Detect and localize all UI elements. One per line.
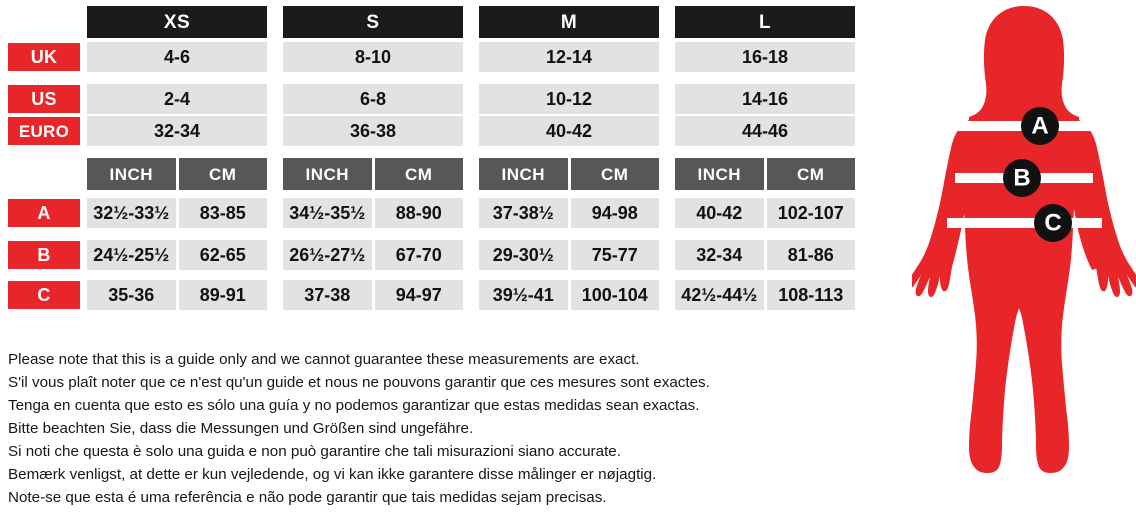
unit-header-xs-inch: INCH <box>87 158 176 190</box>
cell-b-xs-inch: 24½-25½ <box>87 240 176 270</box>
disclaimer-block: Please note that this is a guide only an… <box>8 348 888 509</box>
cell-b-m-cm: 75-77 <box>570 240 659 270</box>
cell-b-s-inch: 26½-27½ <box>283 240 372 270</box>
unit-header-s-inch: INCH <box>283 158 372 190</box>
unit-header-row: INCH CM INCH CM INCH CM INCH CM <box>0 158 880 190</box>
cell-a-s-inch: 34½-35½ <box>283 198 372 228</box>
svg-text:A: A <box>1031 113 1048 140</box>
cell-b-s-cm: 67-70 <box>374 240 463 270</box>
cell-a-m-inch: 37-38½ <box>479 198 568 228</box>
cell-b-l-inch: 32-34 <box>675 240 764 270</box>
cell-c-l-inch: 42½-44½ <box>675 280 764 310</box>
disclaimer-line-5: Si noti che questa è solo una guida e no… <box>8 443 621 460</box>
disclaimer-line-4: Bitte beachten Sie, dass die Messungen u… <box>8 420 474 437</box>
measure-band-c <box>947 218 1102 228</box>
cell-a-l-inch: 40-42 <box>675 198 764 228</box>
cell-us-l: 14-16 <box>675 84 855 114</box>
cell-b-l-cm: 81-86 <box>766 240 855 270</box>
size-table: XS S M L UK 4-6 8-10 12-14 16-18 US 2-4 6-8 10-12 14-… <box>0 0 880 320</box>
unit-header-l-cm: CM <box>766 158 855 190</box>
cell-euro-xs: 32-34 <box>87 116 267 146</box>
disclaimer-line-1: Please note that this is a guide only an… <box>8 351 640 368</box>
cell-euro-s: 36-38 <box>283 116 463 146</box>
body-figure: A B C <box>912 0 1136 516</box>
cell-a-xs-cm: 83-85 <box>178 198 267 228</box>
cell-uk-m: 12-14 <box>479 42 659 72</box>
size-header-xs: XS <box>87 6 267 38</box>
cell-c-m-cm: 100-104 <box>570 280 659 310</box>
cell-c-s-cm: 94-97 <box>374 280 463 310</box>
cell-a-s-cm: 88-90 <box>374 198 463 228</box>
measure-row-c: C 35-36 89-91 37-38 94-97 39½-41 100-104 42½-44… <box>0 280 880 310</box>
cell-c-l-cm: 108-113 <box>766 280 855 310</box>
region-row-euro: EURO 32-34 36-38 40-42 44-46 <box>0 116 880 146</box>
cell-uk-xs: 4-6 <box>87 42 267 72</box>
marker-b: B <box>1003 159 1041 197</box>
female-body-silhouette-icon: A B C <box>912 6 1136 473</box>
unit-header-l-inch: INCH <box>675 158 764 190</box>
cell-euro-m: 40-42 <box>479 116 659 146</box>
unit-header-m-cm: CM <box>570 158 659 190</box>
marker-a: A <box>1021 107 1059 145</box>
cell-b-m-inch: 29-30½ <box>479 240 568 270</box>
unit-header-s-cm: CM <box>374 158 463 190</box>
disclaimer-line-6: Bemærk venligst, at dette er kun vejlede… <box>8 466 657 483</box>
measure-row-b: B 24½-25½ 62-65 26½-27½ 67-70 29-30½ 75-77 32-3… <box>0 240 880 270</box>
cell-c-m-inch: 39½-41 <box>479 280 568 310</box>
region-label-euro: EURO <box>8 117 80 145</box>
cell-c-xs-cm: 89-91 <box>178 280 267 310</box>
region-label-us: US <box>8 85 80 113</box>
cell-us-s: 6-8 <box>283 84 463 114</box>
svg-text:C: C <box>1044 210 1061 237</box>
cell-us-xs: 2-4 <box>87 84 267 114</box>
cell-a-m-cm: 94-98 <box>570 198 659 228</box>
disclaimer-line-2: S'il vous plaît noter que ce n'est qu'un… <box>8 374 710 391</box>
measure-label-b: B <box>8 241 80 269</box>
measure-label-c: C <box>8 281 80 309</box>
disclaimer-line-3: Tenga en cuenta que esto es sólo una guí… <box>8 397 700 414</box>
region-label-uk: UK <box>8 43 80 71</box>
cell-b-xs-cm: 62-65 <box>178 240 267 270</box>
size-header-s: S <box>283 6 463 38</box>
disclaimer-line-7: Note-se que esta é uma referência e não … <box>8 489 607 506</box>
cell-a-l-cm: 102-107 <box>766 198 855 228</box>
cell-uk-s: 8-10 <box>283 42 463 72</box>
cell-a-xs-inch: 32½-33½ <box>87 198 176 228</box>
cell-c-s-inch: 37-38 <box>283 280 372 310</box>
cell-c-xs-inch: 35-36 <box>87 280 176 310</box>
marker-c: C <box>1034 204 1072 242</box>
region-row-us: US 2-4 6-8 10-12 14-16 <box>0 84 880 114</box>
size-header-l: L <box>675 6 855 38</box>
region-row-uk: UK 4-6 8-10 12-14 16-18 <box>0 42 880 72</box>
measure-row-a: A 32½-33½ 83-85 34½-35½ 88-90 37-38½ 94-98 40-4… <box>0 198 880 228</box>
measure-label-a: A <box>8 199 80 227</box>
svg-text:B: B <box>1013 165 1030 192</box>
unit-header-xs-cm: CM <box>178 158 267 190</box>
size-header-m: M <box>479 6 659 38</box>
cell-us-m: 10-12 <box>479 84 659 114</box>
unit-header-m-inch: INCH <box>479 158 568 190</box>
cell-uk-l: 16-18 <box>675 42 855 72</box>
size-header-row: XS S M L <box>0 6 880 38</box>
cell-euro-l: 44-46 <box>675 116 855 146</box>
